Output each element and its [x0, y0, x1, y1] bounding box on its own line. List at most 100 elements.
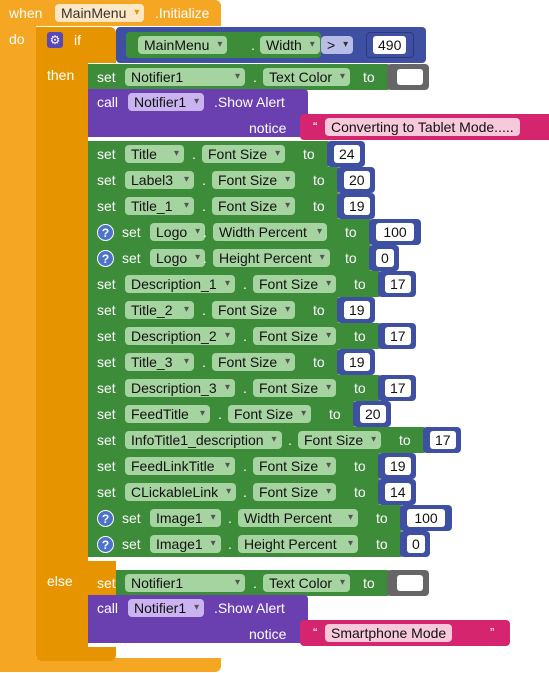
to-keyword: to — [345, 250, 357, 266]
set-property-dropdown[interactable]: Font Size — [212, 353, 296, 371]
condition-property-dropdown[interactable]: Width — [260, 36, 320, 54]
set-component-dropdown[interactable]: Label3 — [125, 171, 194, 189]
number-value[interactable]: 17 — [430, 431, 456, 449]
number-value[interactable]: 17 — [385, 327, 411, 345]
set-property-dropdown[interactable]: Font Size — [253, 483, 337, 501]
set-property-dropdown[interactable]: Height Percent — [238, 535, 358, 553]
set-component-dropdown[interactable]: Description_3 — [125, 379, 235, 397]
number-value[interactable]: 19 — [344, 353, 370, 371]
dot-separator: . — [218, 406, 222, 422]
method-label: .Show Alert — [214, 94, 285, 110]
dot-separator: . — [251, 37, 255, 53]
condition-value[interactable]: 490 — [373, 36, 407, 54]
if-else-block[interactable]: ⚙ if then else — [36, 27, 116, 661]
getter-block[interactable]: MainMenu . Width — [126, 32, 321, 58]
number-value[interactable]: 20 — [344, 171, 370, 189]
help-icon[interactable]: ? — [97, 510, 114, 527]
set-component-dropdown[interactable]: Description_2 — [125, 327, 235, 345]
number-value[interactable]: 20 — [360, 405, 386, 423]
text-value[interactable]: Smartphone Mode — [325, 624, 453, 642]
to-keyword: to — [313, 354, 325, 370]
number-value[interactable]: 100 — [407, 509, 445, 527]
set-keyword: set — [122, 536, 141, 552]
set-property-dropdown[interactable]: Font Size — [298, 431, 382, 449]
call-component-dropdown[interactable]: Notifier1 — [128, 599, 205, 617]
set-property-dropdown[interactable]: Font Size — [212, 171, 296, 189]
open-quote: “ — [313, 625, 318, 640]
set-keyword: set — [97, 198, 116, 214]
help-icon[interactable]: ? — [97, 224, 114, 241]
gear-icon[interactable]: ⚙ — [47, 32, 63, 48]
to-keyword: to — [354, 484, 366, 500]
set-component-dropdown[interactable]: Title_1 — [125, 197, 194, 215]
to-keyword: to — [354, 380, 366, 396]
to-keyword: to — [354, 276, 366, 292]
set-component-dropdown[interactable]: Image1 — [150, 535, 221, 553]
number-value[interactable]: 19 — [344, 301, 370, 319]
dot-separator: . — [202, 302, 206, 318]
number-value[interactable]: 100 — [376, 223, 414, 241]
text-value[interactable]: Converting to Tablet Mode..... — [325, 118, 520, 136]
set-keyword: set — [97, 575, 116, 591]
operator-dropdown[interactable]: > — [321, 36, 354, 54]
number-value[interactable]: 24 — [334, 145, 360, 163]
compare-block[interactable]: MainMenu . Width > 490 — [116, 27, 426, 63]
set-property-dropdown[interactable]: Font Size — [253, 275, 337, 293]
number-value[interactable]: 17 — [385, 275, 411, 293]
color-swatch[interactable] — [397, 575, 423, 591]
set-property-dropdown[interactable]: Font Size — [202, 145, 286, 163]
set-component-dropdown[interactable]: FeedTitle — [125, 405, 210, 423]
number-value[interactable]: 0 — [376, 249, 394, 267]
condition-component-dropdown[interactable]: MainMenu — [138, 36, 228, 54]
number-block[interactable]: 490 — [366, 32, 414, 58]
set-component-dropdown[interactable]: Notifier1 — [125, 68, 245, 86]
set-property-dropdown[interactable]: Width Percent — [213, 223, 327, 241]
dot-separator: . — [228, 536, 232, 552]
set-property-dropdown[interactable]: Font Size — [212, 301, 296, 319]
number-value[interactable]: 19 — [385, 457, 411, 475]
set-property-dropdown[interactable]: Height Percent — [213, 249, 330, 267]
set-property-dropdown[interactable]: Font Size — [253, 379, 337, 397]
set-component-dropdown[interactable]: Title — [125, 145, 184, 163]
call-component-dropdown[interactable]: Notifier1 — [128, 93, 205, 111]
set-component-dropdown[interactable]: Description_1 — [125, 275, 235, 293]
dot-separator: . — [202, 198, 206, 214]
number-value[interactable]: 17 — [385, 379, 411, 397]
to-keyword: to — [329, 406, 341, 422]
color-swatch[interactable] — [397, 69, 423, 85]
number-value[interactable]: 14 — [385, 483, 411, 501]
set-keyword: set — [97, 69, 116, 85]
set-keyword: set — [97, 302, 116, 318]
set-property-dropdown[interactable]: Font Size — [228, 405, 312, 423]
set-component-dropdown[interactable]: Title_3 — [125, 353, 194, 371]
set-component-dropdown[interactable]: Title_2 — [125, 301, 194, 319]
number-value[interactable]: 19 — [344, 197, 370, 215]
do-keyword: do — [9, 31, 25, 47]
set-component-dropdown[interactable]: CLickableLink — [125, 483, 237, 501]
to-keyword: to — [313, 198, 325, 214]
set-property-dropdown[interactable]: Width Percent — [238, 509, 358, 527]
set-component-dropdown[interactable]: Image1 — [150, 509, 221, 527]
set-property-dropdown[interactable]: Font Size — [253, 457, 337, 475]
help-icon[interactable]: ? — [97, 536, 114, 553]
set-keyword: set — [97, 354, 116, 370]
set-component-dropdown[interactable]: Logo — [150, 249, 206, 267]
event-block[interactable]: when MainMenu .Initialize do — [0, 0, 221, 672]
set-component-dropdown[interactable]: Notifier1 — [125, 574, 245, 592]
help-icon[interactable]: ? — [97, 250, 114, 267]
event-component-dropdown[interactable]: MainMenu — [55, 4, 145, 22]
number-value[interactable]: 0 — [407, 535, 425, 553]
to-keyword: to — [303, 146, 315, 162]
if-keyword: if — [74, 32, 81, 48]
set-property-dropdown[interactable]: Text Color — [263, 574, 351, 592]
to-keyword: to — [354, 458, 366, 474]
set-component-dropdown[interactable]: FeedLinkTitle — [125, 457, 235, 475]
set-component-dropdown[interactable]: InfoTitle1_description — [125, 431, 282, 449]
to-keyword: to — [363, 69, 375, 85]
set-property-dropdown[interactable]: Font Size — [253, 327, 337, 345]
dot-separator: . — [203, 250, 207, 266]
set-property-dropdown[interactable]: Font Size — [212, 197, 296, 215]
set-component-dropdown[interactable]: Logo — [150, 223, 206, 241]
set-property-dropdown[interactable]: Text Color — [263, 68, 351, 86]
dot-separator: . — [243, 276, 247, 292]
